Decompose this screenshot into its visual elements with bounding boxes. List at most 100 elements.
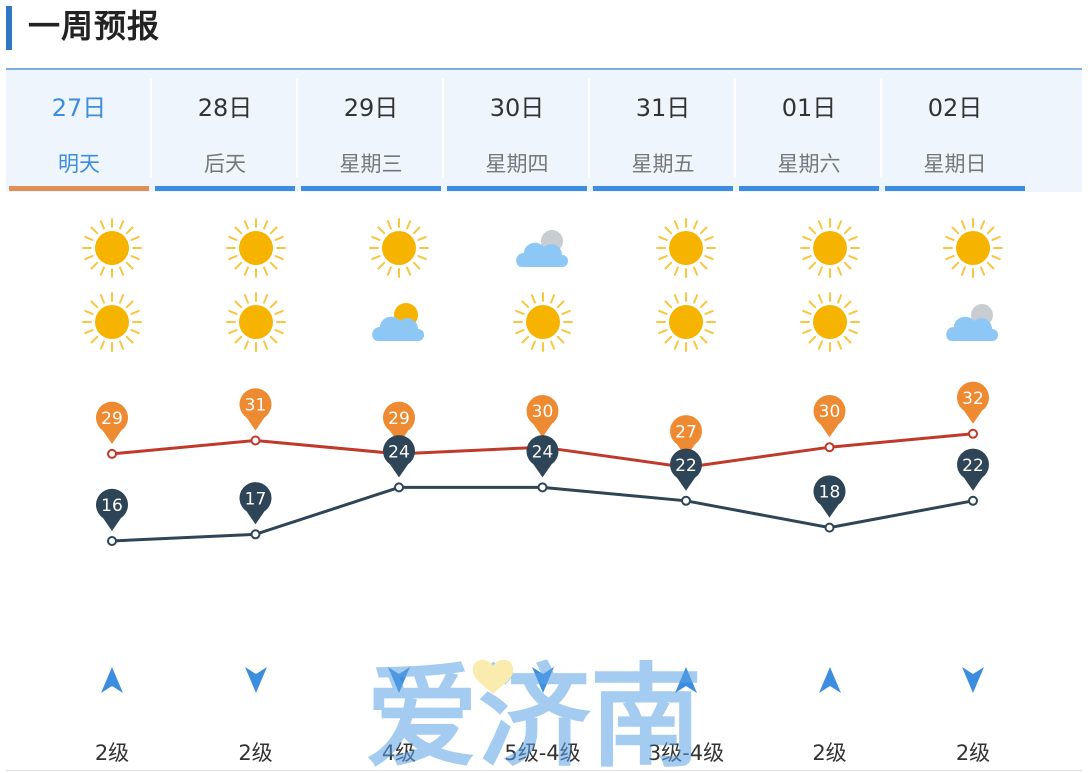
sun-icon	[655, 217, 717, 279]
cloudy-icon	[512, 217, 574, 279]
sun-icon	[225, 291, 287, 353]
wind-level: 2级	[812, 741, 847, 765]
tab-date: 02日	[927, 94, 983, 122]
tab-day-3[interactable]: 30日星期四	[444, 70, 590, 192]
tab-separator	[150, 78, 152, 178]
sun-icon	[81, 217, 143, 279]
tab-underline	[593, 186, 733, 191]
low-temp-marker: 24	[383, 435, 415, 478]
high-temp-label: 30	[819, 402, 841, 422]
wind-arrow-up-icon	[818, 667, 841, 693]
low-temp-marker: 16	[95, 488, 128, 531]
high-temp-point	[824, 442, 835, 453]
tab-separator	[880, 78, 882, 178]
low-temp-point	[394, 482, 404, 493]
wind-item: 5级-4级	[470, 665, 616, 765]
low-temp-marker: 17	[239, 482, 272, 525]
tab-separator	[442, 78, 444, 178]
cloudy-icon	[942, 291, 1004, 353]
tab-day-4[interactable]: 31日 星期五	[590, 70, 736, 192]
high-temp-marker: 27	[670, 415, 702, 458]
high-temp-point	[250, 435, 261, 446]
high-temp-point	[107, 448, 117, 459]
high-temp-marker: 30	[813, 394, 846, 438]
tab-label: 星期四	[485, 152, 549, 176]
temperature-chart: 29 31 29 30 27 30 32 16 17 24 24 22 18 22	[95, 381, 989, 546]
tab-day-1[interactable]: 28日后天	[152, 70, 298, 192]
tab-underline	[155, 186, 295, 191]
tab-separator	[734, 78, 736, 178]
day-tabs: 27日 明天 28日 后天 29日 星期三 30日 星期四 31日 星期五 01日 星期六 02日 星期日	[6, 70, 1082, 192]
low-temp-point	[107, 536, 117, 546]
tab-underline	[9, 186, 149, 191]
tab-date: 29日	[343, 94, 399, 122]
wind-level: 2级	[238, 741, 273, 765]
low-temp-point	[968, 495, 978, 506]
tab-date: 30日	[489, 94, 545, 122]
wind-item: 4级	[326, 665, 472, 765]
wind-item: 2级	[757, 665, 903, 765]
tab-label: 星期三	[339, 152, 403, 176]
tab-underline	[885, 186, 1025, 191]
sun-icon	[799, 217, 861, 279]
low-temp-label: 22	[675, 456, 697, 476]
tab-day-0[interactable]: 27日明天	[6, 70, 152, 192]
wind-level: 5级-4级	[504, 741, 581, 765]
sun-icon	[942, 217, 1004, 279]
low-temp-point	[681, 495, 691, 506]
low-temp-label: 18	[819, 483, 841, 503]
high-temp-marker: 31	[239, 388, 272, 431]
wind-arrow-up-icon	[675, 667, 697, 693]
wind-arrow-down-icon	[388, 667, 410, 693]
low-temp-label: 24	[388, 442, 410, 462]
tab-day-6[interactable]: 02日星期日	[882, 70, 1028, 192]
wind-arrow-down-icon	[962, 667, 984, 693]
wind-level: 3级-4级	[647, 741, 725, 765]
wind-arrow-up-icon	[101, 667, 123, 693]
tab-underline	[301, 186, 441, 191]
wind-item: 2级	[900, 665, 1046, 765]
low-temp-label: 17	[245, 489, 267, 509]
low-temp-point	[824, 522, 835, 533]
tab-underline	[739, 186, 879, 191]
tab-date: 27日	[51, 94, 107, 122]
high-temp-label: 29	[388, 409, 410, 429]
divider	[6, 68, 1082, 70]
wind-item: 2级	[39, 665, 185, 765]
wind-arrow-down-icon	[531, 667, 554, 693]
low-temp-marker: 18	[813, 475, 846, 518]
high-temp-label: 30	[532, 402, 554, 422]
high-temp-label: 27	[675, 422, 697, 442]
high-temp-marker: 29	[383, 401, 415, 444]
tab-date: 28日	[197, 94, 253, 122]
high-temp-label: 29	[101, 409, 123, 429]
low-temp-point	[537, 482, 548, 493]
tab-label: 星期六	[777, 152, 841, 176]
low-temp-marker: 22	[957, 448, 989, 491]
tab-label: 星期日	[923, 152, 987, 176]
low-temp-label: 22	[962, 456, 984, 476]
tab-separator	[296, 78, 298, 178]
low-temp-point	[250, 529, 261, 540]
sun-icon	[799, 291, 861, 353]
high-temp-point	[968, 428, 978, 439]
section-header: 一周预报	[0, 0, 1088, 60]
tab-label: 明天	[58, 152, 100, 176]
high-temp-marker: 32	[957, 381, 989, 424]
wind-level: 2级	[955, 741, 991, 765]
low-temp-label: 24	[532, 442, 554, 462]
watermark-logo: 爱济南	[366, 653, 702, 768]
sun-icon	[655, 291, 717, 353]
header-accent-bar	[6, 6, 12, 50]
tab-date: 01日	[781, 94, 837, 122]
tab-day-2[interactable]: 29日星期三	[298, 70, 444, 192]
tab-separator	[588, 78, 590, 178]
page-title: 一周预报	[28, 7, 161, 45]
sun-icon	[81, 291, 143, 353]
tab-label: 后天	[204, 152, 246, 176]
wind-level: 4级	[381, 741, 417, 765]
low-temp-marker: 24	[526, 435, 559, 478]
sun-icon	[512, 291, 574, 353]
high-temp-marker: 30	[526, 394, 559, 438]
tab-day-5[interactable]: 01日星期六	[736, 70, 882, 192]
